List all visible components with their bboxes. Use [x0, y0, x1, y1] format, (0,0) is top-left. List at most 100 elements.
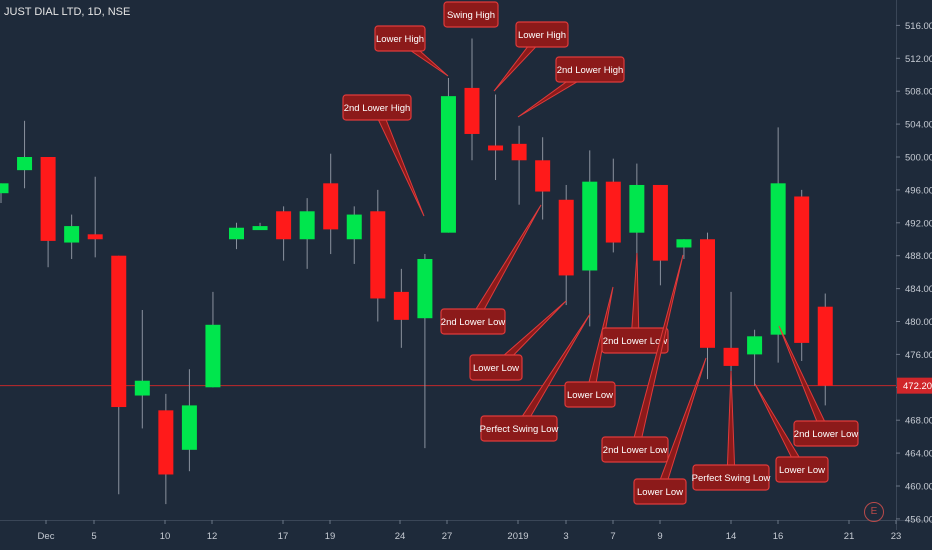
candle	[229, 222, 244, 250]
y-tick-label: 504.00	[905, 120, 932, 131]
y-tick-label: 512.00	[905, 54, 932, 65]
candle-body-down	[370, 211, 386, 299]
candle-body-down	[511, 143, 527, 161]
candle	[629, 163, 645, 266]
y-tick-label: 500.00	[905, 153, 932, 164]
candle	[346, 206, 362, 264]
candle	[370, 189, 386, 322]
candle	[40, 157, 56, 268]
candle-body-down	[558, 199, 574, 276]
candle-body-down	[652, 184, 668, 261]
candle	[652, 184, 668, 286]
annotation-callout: 2nd Lower Low	[440, 204, 542, 335]
annotation-label: 2nd Lower Low	[794, 429, 859, 440]
y-tick-label: 508.00	[905, 87, 932, 98]
candle-body-down	[87, 234, 103, 240]
candle	[393, 268, 409, 348]
x-tick-label: 24	[395, 531, 406, 542]
candle	[0, 183, 9, 204]
candle-body-up	[629, 184, 645, 233]
y-tick-label: 464.00	[905, 449, 932, 460]
annotation-label: Lower Low	[567, 390, 613, 401]
candle-body-up	[205, 324, 221, 388]
annotation-label: Lower Low	[779, 465, 825, 476]
candle	[794, 189, 810, 361]
candle-body-down	[700, 239, 715, 348]
annotation-callout: Lower Low	[469, 300, 567, 381]
annotation-box	[440, 308, 506, 335]
candle-body-up	[181, 405, 197, 450]
candle	[723, 291, 739, 381]
annotation-box	[692, 464, 770, 491]
annotation-box	[469, 354, 523, 381]
candle-body-down	[817, 306, 833, 386]
annotation-box	[342, 94, 412, 121]
annotation-callout: 2nd Lower Low	[601, 252, 669, 354]
annotation-callout: 2nd Lower High	[342, 94, 425, 217]
annotation-box	[515, 21, 569, 48]
candle-body-up	[252, 226, 268, 231]
y-tick-label: 492.00	[905, 218, 932, 229]
x-tick-label: 12	[207, 531, 218, 542]
annotation-callout: Lower Low	[754, 383, 829, 483]
candle-body-up	[346, 214, 362, 240]
candle	[323, 153, 339, 255]
candle	[181, 369, 197, 472]
annotation-label: Perfect Swing Low	[480, 424, 559, 435]
candle	[252, 222, 268, 231]
candle-body-down	[323, 183, 339, 230]
y-tick-label: 476.00	[905, 350, 932, 361]
candle-body-down	[158, 410, 174, 475]
x-tick-label: 17	[278, 531, 289, 542]
annotation-callout: Swing High	[443, 1, 499, 28]
candle-body-up	[582, 181, 598, 271]
candle	[488, 94, 504, 181]
annotation-callout: 2nd Lower Low	[778, 325, 859, 447]
candle-body-up	[440, 96, 456, 233]
y-tick-label: 488.00	[905, 251, 932, 262]
annotation-callout: Lower Low	[633, 357, 707, 505]
x-tick-label: 10	[160, 531, 171, 542]
y-tick-label: 460.00	[905, 482, 932, 493]
candle-body-down	[488, 145, 504, 151]
y-tick-label: 456.00	[905, 514, 932, 525]
candle	[605, 158, 621, 253]
candle-body-down	[40, 157, 56, 241]
candle	[558, 184, 574, 306]
candle	[299, 198, 315, 269]
annotation-label: 2nd Lower Low	[603, 445, 668, 456]
candle-body-up	[64, 226, 80, 243]
candle	[817, 293, 833, 406]
candle-body-down	[794, 196, 810, 343]
annotation-label: 2nd Lower High	[344, 103, 411, 114]
x-tick-label: 9	[657, 531, 662, 542]
candle	[205, 291, 221, 388]
annotation-label: 2nd Lower High	[557, 65, 624, 76]
candle	[511, 125, 527, 205]
last-price-label: 472.20	[903, 381, 932, 392]
candle	[87, 176, 103, 258]
candle-body-up	[17, 157, 33, 171]
annotation-callout: Perfect Swing Low	[480, 313, 591, 442]
candle-body-up	[676, 239, 692, 248]
candle-body-up	[134, 380, 150, 396]
annotation-callout: Perfect Swing Low	[692, 370, 771, 491]
x-tick-label: 27	[442, 531, 453, 542]
candle	[747, 329, 763, 386]
annotation-box	[775, 456, 829, 483]
annotation-label: 2nd Lower Low	[603, 336, 668, 347]
annotation-label: Perfect Swing Low	[692, 473, 771, 484]
annotation-box	[564, 381, 616, 408]
annotation-box	[480, 415, 558, 442]
x-tick-label: 3	[563, 531, 568, 542]
x-tick-label: 14	[726, 531, 737, 542]
candle	[676, 239, 692, 259]
candle	[111, 255, 127, 495]
candle	[134, 309, 150, 429]
candle	[64, 214, 80, 259]
annotation-label: Lower High	[376, 34, 424, 45]
y-tick-label: 516.00	[905, 21, 932, 32]
candle	[464, 38, 480, 161]
annotation-callout: Lower Low	[564, 286, 616, 408]
